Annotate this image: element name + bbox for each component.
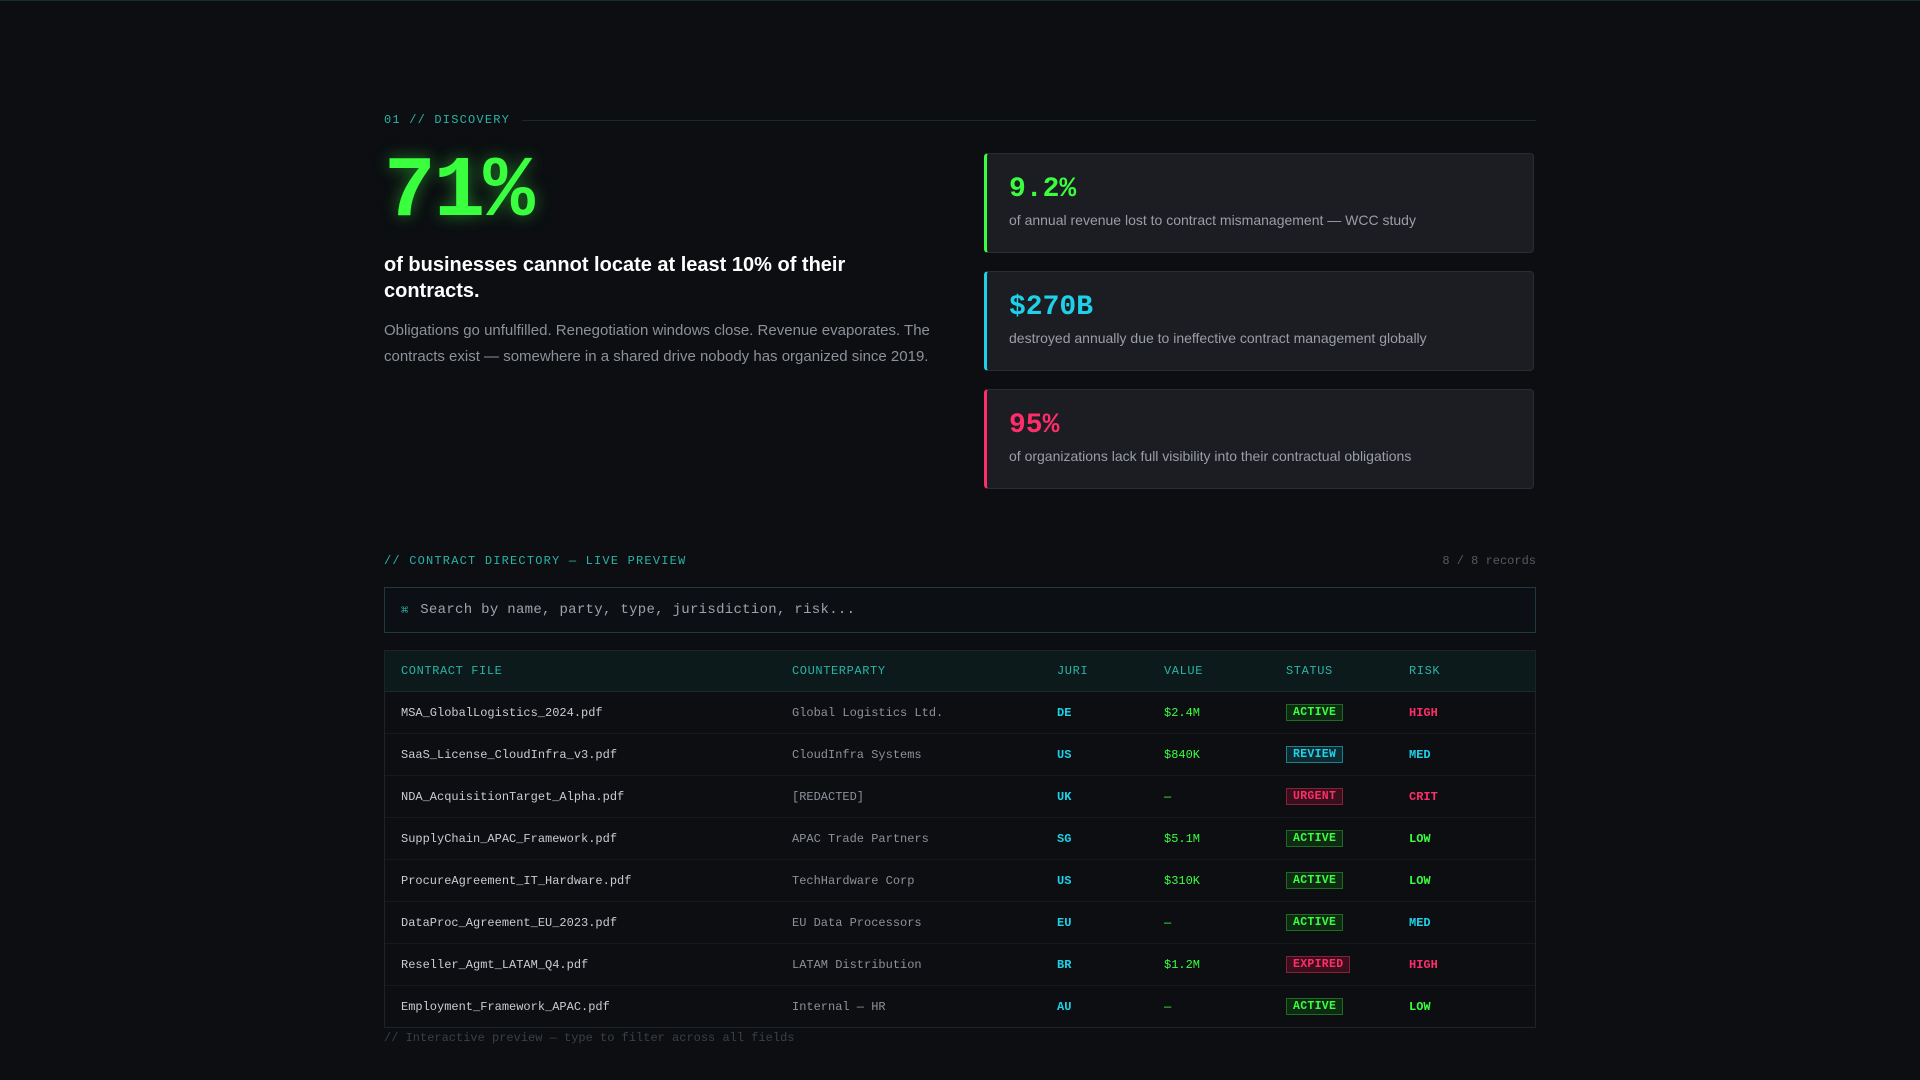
cell-file: Reseller_Agmt_LATAM_Q4.pdf [401, 957, 589, 972]
cell-counterparty: Internal — HR [792, 999, 886, 1014]
cell-risk: LOW [1409, 999, 1431, 1014]
cell-value: — [1164, 999, 1172, 1014]
cell-file: SaaS_License_CloudInfra_v3.pdf [401, 747, 618, 762]
cell-file: MSA_GlobalLogistics_2024.pdf [401, 705, 603, 720]
hero-body: Obligations go unfulfilled. Renegotiatio… [384, 322, 930, 365]
directory-title: // CONTRACT DIRECTORY — LIVE PREVIEW [384, 554, 687, 568]
section-label: 01 // DISCOVERY [384, 113, 511, 127]
cell-value: $310K [1164, 873, 1201, 888]
status-badge: URGENT [1286, 788, 1344, 805]
cell-risk: MED [1409, 915, 1431, 930]
stat-card-revenue-lost: 9.2% of annual revenue lost to contract … [984, 153, 1534, 253]
cell-file: Employment_Framework_APAC.pdf [401, 999, 610, 1014]
cell-jurisdiction: AU [1057, 999, 1072, 1014]
status-badge: EXPIRED [1286, 956, 1351, 973]
table-row[interactable]: Employment_Framework_APAC.pdf Internal —… [385, 986, 1535, 1027]
section-divider [522, 119, 1536, 121]
cell-counterparty: CloudInfra Systems [792, 747, 922, 762]
hero-headline: of businesses cannot locate at least 10%… [384, 254, 846, 302]
record-count: 8 / 8 records [1442, 554, 1536, 568]
table-row[interactable]: MSA_GlobalLogistics_2024.pdf Global Logi… [385, 692, 1535, 734]
cell-value: $2.4M [1164, 705, 1201, 720]
status-badge: ACTIVE [1286, 830, 1344, 847]
contract-table: CONTRACT FILE COUNTERPARTY JURI VALUE ST… [384, 650, 1536, 1028]
cell-jurisdiction: BR [1057, 957, 1072, 972]
stat-value: 95% [1009, 410, 1060, 441]
table-row[interactable]: Reseller_Agmt_LATAM_Q4.pdf LATAM Distrib… [385, 944, 1535, 986]
column-header-risk[interactable]: RISK [1409, 664, 1441, 678]
cell-counterparty: TechHardware Corp [792, 873, 915, 888]
cell-jurisdiction: EU [1057, 915, 1072, 930]
cell-risk: HIGH [1409, 957, 1438, 972]
cell-risk: CRIT [1409, 789, 1438, 804]
cell-file: NDA_AcquisitionTarget_Alpha.pdf [401, 789, 625, 804]
directory-header: // CONTRACT DIRECTORY — LIVE PREVIEW 8 /… [384, 554, 1536, 568]
hero-stat: 71% [384, 143, 535, 241]
cell-file: DataProc_Agreement_EU_2023.pdf [401, 915, 618, 930]
cell-value: — [1164, 789, 1172, 804]
cell-jurisdiction: UK [1057, 789, 1072, 804]
top-border [0, 0, 1920, 1]
cell-value: — [1164, 915, 1172, 930]
search-icon: ⌘ [401, 603, 409, 618]
stat-card-visibility: 95% of organizations lack full visibilit… [984, 389, 1534, 489]
column-header-status[interactable]: STATUS [1286, 664, 1333, 678]
cell-risk: HIGH [1409, 705, 1438, 720]
column-header-value[interactable]: VALUE [1164, 664, 1204, 678]
cell-risk: MED [1409, 747, 1431, 762]
status-badge: ACTIVE [1286, 872, 1344, 889]
table-row[interactable]: NDA_AcquisitionTarget_Alpha.pdf [REDACTE… [385, 776, 1535, 818]
search-input[interactable] [418, 601, 1519, 619]
table-row[interactable]: ProcureAgreement_IT_Hardware.pdf TechHar… [385, 860, 1535, 902]
cell-counterparty: [REDACTED] [792, 789, 865, 804]
cell-value: $5.1M [1164, 831, 1201, 846]
cell-jurisdiction: US [1057, 873, 1072, 888]
search-bar[interactable]: ⌘ [384, 587, 1536, 633]
stat-description: of organizations lack full visibility in… [1009, 448, 1412, 464]
table-row[interactable]: DataProc_Agreement_EU_2023.pdf EU Data P… [385, 902, 1535, 944]
stat-value: $270B [1009, 292, 1094, 323]
cell-file: ProcureAgreement_IT_Hardware.pdf [401, 873, 632, 888]
cell-value: $840K [1164, 747, 1201, 762]
column-header-contract-file[interactable]: CONTRACT FILE [401, 664, 503, 678]
table-row[interactable]: SupplyChain_APAC_Framework.pdf APAC Trad… [385, 818, 1535, 860]
cell-counterparty: EU Data Processors [792, 915, 922, 930]
status-badge: REVIEW [1286, 746, 1344, 763]
column-header-juri[interactable]: JURI [1057, 664, 1089, 678]
table-header: CONTRACT FILE COUNTERPARTY JURI VALUE ST… [385, 651, 1535, 692]
cell-jurisdiction: DE [1057, 705, 1072, 720]
column-header-counterparty[interactable]: COUNTERPARTY [792, 664, 886, 678]
cell-counterparty: Global Logistics Ltd. [792, 705, 944, 720]
stat-description: of annual revenue lost to contract misma… [1009, 212, 1416, 228]
cell-risk: LOW [1409, 831, 1431, 846]
cell-jurisdiction: SG [1057, 831, 1072, 846]
stat-card-value-destroyed: $270B destroyed annually due to ineffect… [984, 271, 1534, 371]
table-row[interactable]: SaaS_License_CloudInfra_v3.pdf CloudInfr… [385, 734, 1535, 776]
stat-description: destroyed annually due to ineffective co… [1009, 330, 1427, 346]
cell-counterparty: APAC Trade Partners [792, 831, 929, 846]
cell-risk: LOW [1409, 873, 1431, 888]
status-badge: ACTIVE [1286, 998, 1344, 1015]
stat-value: 9.2% [1009, 174, 1077, 205]
cell-counterparty: LATAM Distribution [792, 957, 922, 972]
cell-jurisdiction: US [1057, 747, 1072, 762]
section-header: 01 // DISCOVERY [384, 112, 1536, 128]
table-footer-note: // Interactive preview — type to filter … [384, 1031, 795, 1045]
status-badge: ACTIVE [1286, 914, 1344, 931]
cell-value: $1.2M [1164, 957, 1201, 972]
cell-file: SupplyChain_APAC_Framework.pdf [401, 831, 618, 846]
status-badge: ACTIVE [1286, 704, 1344, 721]
